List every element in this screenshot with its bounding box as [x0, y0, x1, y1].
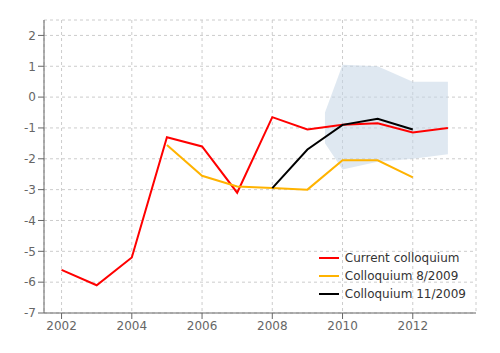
svg-text:2012: 2012 — [398, 319, 429, 333]
svg-text:-7: -7 — [24, 306, 36, 320]
svg-text:0: 0 — [28, 90, 36, 104]
svg-text:2008: 2008 — [257, 319, 288, 333]
html-text:Current colloquium: Current colloquium — [344, 251, 460, 265]
svg-text:-5: -5 — [24, 245, 36, 259]
svg-text:2002: 2002 — [46, 319, 77, 333]
html-text:Colloquium 11/2009: Colloquium 11/2009 — [344, 287, 466, 301]
svg-text:1: 1 — [28, 60, 36, 74]
svg-text:2010: 2010 — [327, 319, 358, 333]
svg-text:-3: -3 — [24, 183, 36, 197]
html-text:Colloquium 8/2009: Colloquium 8/2009 — [344, 269, 459, 283]
svg-text:2: 2 — [28, 29, 36, 43]
svg-text:-6: -6 — [24, 275, 36, 289]
svg-text:2004: 2004 — [117, 319, 148, 333]
svg-text:2006: 2006 — [187, 319, 218, 333]
svg-text:-2: -2 — [24, 152, 36, 166]
svg-text:-4: -4 — [24, 214, 36, 228]
svg-text:-1: -1 — [24, 121, 36, 135]
